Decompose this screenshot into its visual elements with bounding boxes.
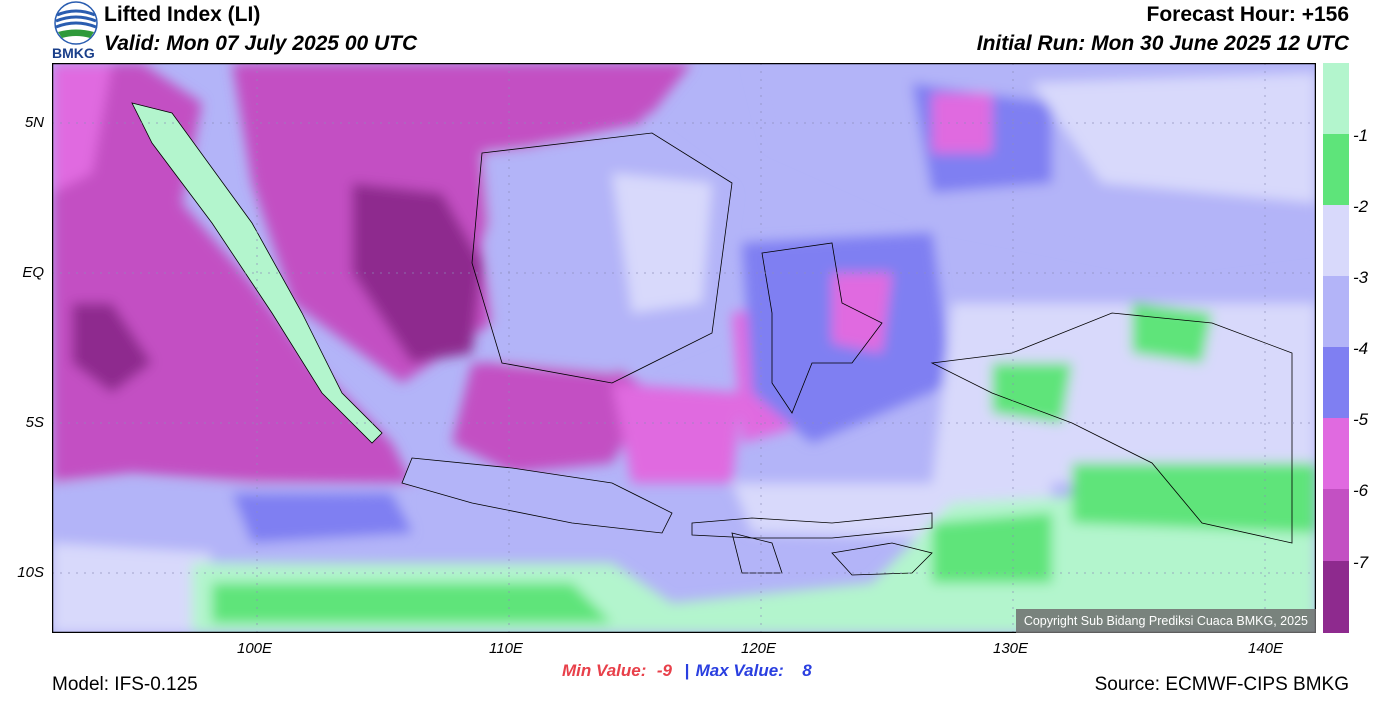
colorbar-swatch [1323, 276, 1349, 347]
lat-label-10s: 10S [17, 564, 44, 581]
colorbar-swatch [1323, 347, 1349, 418]
colorbar-swatch [1323, 134, 1349, 205]
colorbar-label: -1 [1353, 126, 1369, 145]
chart-title: Lifted Index (LI) [104, 3, 261, 26]
forecast-hour: Forecast Hour: +156 [1146, 3, 1350, 26]
copyright-text: Copyright Sub Bidang Prediksi Cuaca BMKG… [1023, 614, 1308, 628]
lon-label-120e: 120E [741, 640, 777, 657]
lon-label-140e: 140E [1248, 640, 1284, 657]
initial-run: Initial Run: Mon 30 June 2025 12 UTC [976, 32, 1349, 55]
bmkg-logo: BMKG [50, 1, 102, 61]
colorbar-swatch [1323, 205, 1349, 276]
colorbar [1323, 63, 1349, 633]
lon-label-100e: 100E [237, 640, 273, 657]
colorbar-swatch [1323, 561, 1349, 633]
colorbar-label: -2 [1353, 197, 1369, 216]
colorbar-label: -4 [1353, 339, 1369, 358]
max-value: 8 [802, 661, 812, 680]
value-separator: | [684, 661, 690, 680]
colorbar-swatch [1323, 63, 1349, 134]
map-panel: Copyright Sub Bidang Prediksi Cuaca BMKG… [51, 62, 1317, 634]
source-label: Source: ECMWF-CIPS BMKG [1094, 674, 1349, 695]
bmkg-emblem-icon [54, 1, 98, 45]
lon-label-110e: 110E [489, 640, 523, 657]
colorbar-label: -7 [1353, 553, 1369, 572]
model-label: Model: IFS-0.125 [52, 674, 198, 695]
colorbar-label: -3 [1353, 268, 1369, 287]
lat-label-5s: 5S [25, 414, 44, 431]
lon-label-130e: 130E [993, 640, 1029, 657]
valid-time: Valid: Mon 07 July 2025 00 UTC [104, 32, 418, 55]
lat-label-5n: 5N [24, 114, 44, 131]
min-label: Min Value: [562, 661, 647, 680]
colorbar-label: -6 [1353, 481, 1369, 500]
copyright-box: Copyright Sub Bidang Prediksi Cuaca BMKG… [1015, 609, 1316, 633]
min-max-values: Min Value: -9 | Max Value: 8 [562, 661, 812, 681]
lat-label-eq: EQ [22, 264, 44, 281]
colorbar-swatch [1323, 418, 1349, 489]
logo-text: BMKG [52, 45, 95, 61]
lifted-index-map [51, 62, 1317, 634]
colorbar-swatch [1323, 489, 1349, 561]
max-label: Max Value: [695, 661, 784, 680]
colorbar-label: -5 [1353, 410, 1369, 429]
min-value: -9 [656, 661, 672, 680]
